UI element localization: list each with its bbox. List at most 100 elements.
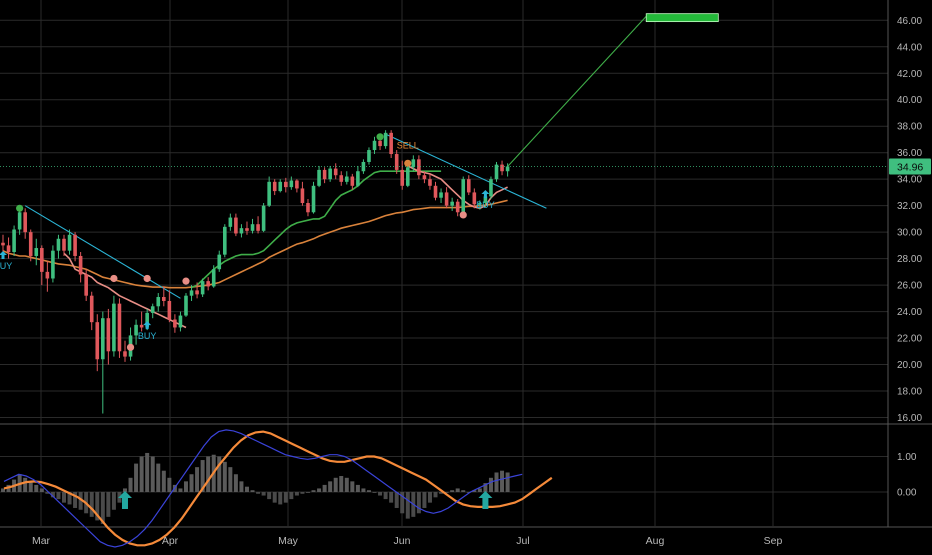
indicator-line-1 [191,170,442,289]
histogram-bar [383,492,388,500]
candle-body [322,169,327,180]
candle-body [250,224,255,231]
signal-dot-4 [126,343,135,351]
candle-body [112,303,116,352]
histogram-bar [100,492,105,524]
histogram-bar [139,456,144,492]
histogram-bar [195,467,200,492]
signal-dot-6 [404,159,412,167]
candle-body [189,290,194,296]
buy-arrow-icon [481,190,490,199]
buy-signal-label: BUY [138,331,157,341]
histogram-bar [272,492,277,503]
histogram-bar [256,492,261,494]
histogram-bar [217,456,222,492]
candle-body [400,169,405,186]
candle-body [200,281,205,295]
histogram-bar [361,488,366,492]
histogram-bar [472,490,477,492]
candle-body [40,248,44,272]
candle-body [145,312,149,328]
histogram-bar [488,477,493,492]
buy-arrow-icon [143,321,152,330]
candle-body [283,181,288,188]
candle-body [367,150,371,162]
candle-body [56,238,61,251]
candle-body [139,324,144,328]
candle-body [150,306,155,313]
histogram-bar [23,477,28,492]
time-tick-label: Aug [646,535,665,547]
histogram-bar [156,463,161,492]
price-tick-label: 30.00 [897,228,922,239]
candle-body [278,181,283,192]
histogram-bar [39,488,44,492]
price-tick-label: 26.00 [897,281,922,292]
histogram-bar [300,492,305,494]
time-tick-label: Sep [764,535,783,547]
histogram-bar [67,492,72,505]
oscillator-line-0 [3,430,553,547]
histogram-bar [372,492,377,493]
histogram-bar [183,481,188,492]
candle-body [6,245,11,252]
signal-dot-2 [143,274,151,283]
candle-body [478,203,482,205]
candle-body [350,176,355,186]
candle-body [28,232,33,256]
histogram-bar [378,492,383,496]
candle-body [439,192,443,198]
candle-body [300,188,305,204]
candle-body [417,159,421,176]
histogram-bar [78,492,83,510]
histogram-bar [283,492,288,503]
candle-body [62,238,66,251]
sell-signal-label: SELL [397,141,419,151]
histogram-bar [466,492,471,493]
candle-body [217,254,222,270]
histogram-bar [34,484,39,492]
histogram-bar [89,492,94,517]
candle-body [228,217,233,227]
histogram-bar [56,492,61,500]
trendline-1 [385,133,547,209]
oscillator-tick-label: 1.00 [897,452,917,463]
candle-body [383,132,388,147]
signal-dot-5 [376,133,384,141]
candle-body [295,180,299,189]
candle-body [272,181,277,192]
price-tick-label: 28.00 [897,254,922,265]
candle-body [333,168,338,176]
candle-body [483,196,488,204]
histogram-bar [150,456,155,492]
histogram-bar [200,460,205,492]
buy-arrow-icon [0,250,7,259]
histogram-bar [305,492,310,493]
histogram-bar [505,472,510,492]
histogram-bar [400,492,405,514]
histogram-bar [278,492,283,505]
candle-body [505,166,510,172]
candles [1,130,510,414]
candle-body [195,290,199,295]
histogram-bar [394,492,399,508]
candle-body [389,132,393,155]
histogram-bar [73,492,78,508]
candle-body [267,181,271,206]
candle-body [89,295,94,323]
candle-body [156,297,161,307]
candle-body [51,250,55,279]
histogram-bar [145,452,150,492]
histogram-bar [61,492,66,503]
candle-body [123,351,127,357]
candle-body [378,140,382,147]
histogram-bar [233,474,238,492]
histogram-bar [444,492,449,493]
trendline-2 [507,15,647,167]
candle-body [173,319,177,328]
candle-body [433,185,438,198]
price-tick-label: 24.00 [897,307,922,318]
candle-body [211,269,216,287]
